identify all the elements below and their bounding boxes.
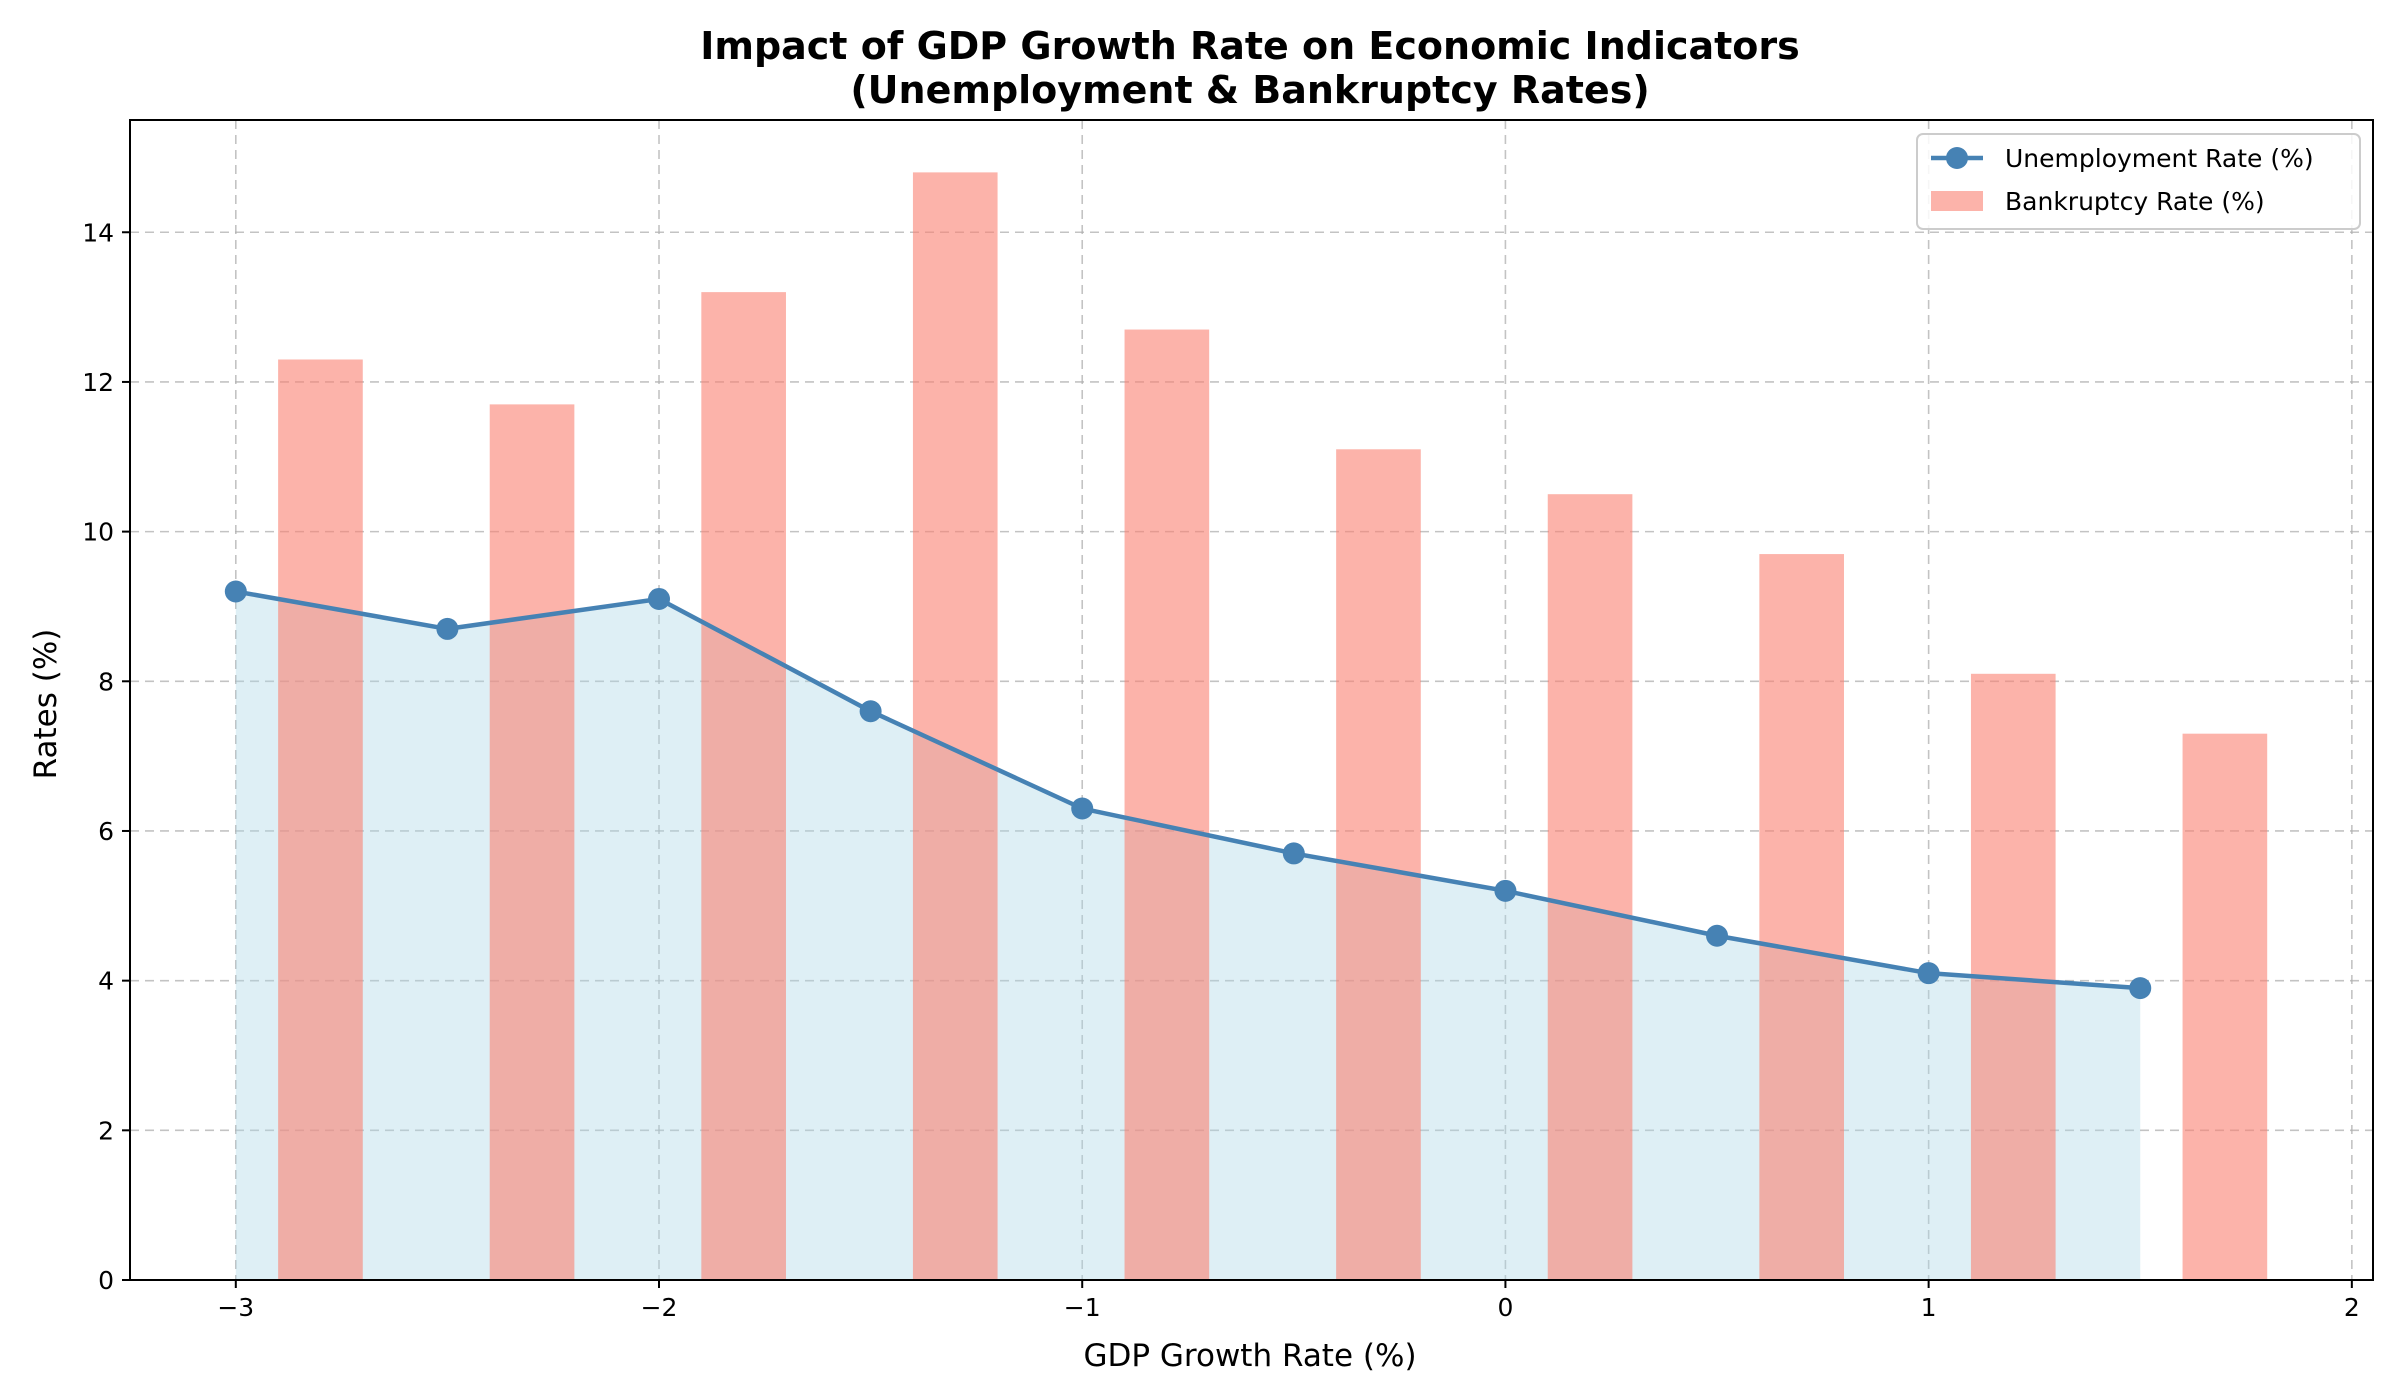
unemployment-marker <box>1917 962 1940 985</box>
line-layer <box>224 580 2152 1000</box>
unemployment-marker <box>436 617 459 640</box>
unemployment-line <box>235 589 2141 991</box>
unemployment-marker <box>224 580 247 603</box>
unemployment-marker <box>1706 924 1729 947</box>
grid-layer <box>130 120 2373 1281</box>
unemployment-marker <box>648 587 671 610</box>
chart-title-line2: (Unemployment & Bankruptcy Rates) <box>850 68 1649 112</box>
x-axis-label: GDP Growth Rate (%) <box>1083 1338 1416 1374</box>
unemployment-marker <box>2129 977 2152 1000</box>
y-tick-label: 8 <box>98 667 114 696</box>
unemployment-marker <box>1282 842 1305 865</box>
chart-title-line1: Impact of GDP Growth Rate on Economic In… <box>700 24 1800 68</box>
x-tick-label: −2 <box>641 1293 678 1322</box>
x-tick-label: −3 <box>217 1293 254 1322</box>
y-tick-label: 14 <box>82 218 114 247</box>
legend-bar-swatch <box>1931 191 1983 211</box>
legend-line-marker <box>1946 147 1968 169</box>
bankruptcy-bar <box>2182 733 2268 1280</box>
legend-label-unemployment: Unemployment Rate (%) <box>2005 144 2314 173</box>
legend-box <box>1916 133 2361 230</box>
bankruptcy-bar <box>489 404 575 1280</box>
y-tick-label: 2 <box>98 1116 114 1145</box>
bankruptcy-bar <box>278 359 363 1280</box>
y-tick-label: 0 <box>98 1266 114 1295</box>
unemployment-marker <box>1071 797 1094 820</box>
plot-frame <box>129 119 2374 1281</box>
legend: Unemployment Rate (%) Bankruptcy Rate (%) <box>1916 133 2361 230</box>
legend-label-bankruptcy: Bankruptcy Rate (%) <box>2005 187 2265 216</box>
bankruptcy-bar <box>701 292 786 1280</box>
y-tick-label: 6 <box>98 817 114 846</box>
y-tick-label: 4 <box>98 967 114 996</box>
y-tick-label: 10 <box>82 518 114 547</box>
bankruptcy-bar <box>1124 329 1210 1280</box>
x-tick-label: 2 <box>2344 1293 2360 1322</box>
unemployment-marker <box>1494 879 1517 902</box>
x-tick-label: 0 <box>1497 1293 1513 1322</box>
x-tick-label: 1 <box>1921 1293 1937 1322</box>
x-tick-label: −1 <box>1064 1293 1101 1322</box>
bankruptcy-bar <box>912 172 998 1281</box>
y-axis-label: Rates (%) <box>28 629 64 780</box>
bankruptcy-bar <box>1547 494 1633 1280</box>
bankruptcy-bar <box>1759 554 1844 1280</box>
unemployment-marker <box>859 700 882 723</box>
bar-layer <box>278 172 2268 1281</box>
y-tick-label: 12 <box>82 368 114 397</box>
